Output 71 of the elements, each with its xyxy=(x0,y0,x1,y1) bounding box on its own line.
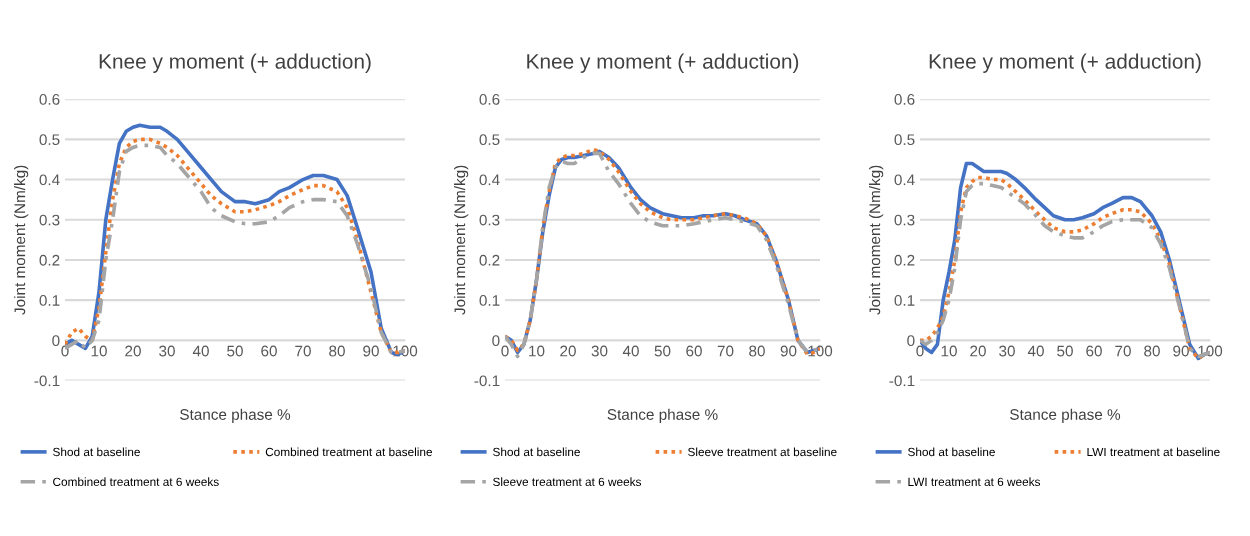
legend-label: Sleeve treatment at baseline xyxy=(688,447,837,457)
y-tick-label: 0.3 xyxy=(39,214,60,226)
y-tick-label: 0.5 xyxy=(894,134,915,146)
x-tick-label: 30 xyxy=(591,345,608,357)
y-tick-label: -0.1 xyxy=(889,375,915,387)
legend-label: Combined treatment at 6 weeks xyxy=(53,477,219,487)
x-tick-label: 30 xyxy=(159,345,175,357)
y-tick-label: 0.6 xyxy=(894,94,915,105)
y-tick-label: 0.1 xyxy=(39,295,60,306)
chart-title: Knee y moment (+ adduction) xyxy=(99,53,371,73)
x-tick-label: 90 xyxy=(780,345,797,357)
y-tick-label: 0.4 xyxy=(39,174,60,186)
legend-label: Combined treatment at baseline xyxy=(265,447,433,457)
x-tick-label: 90 xyxy=(1173,345,1189,357)
x-tick-label: 60 xyxy=(261,345,277,357)
x-tick-label: 80 xyxy=(329,345,345,357)
x-tick-label: 10 xyxy=(529,345,545,357)
x-tick-label: 40 xyxy=(1027,345,1044,357)
x-tick-label: 40 xyxy=(622,345,639,357)
y-axis-title: Joint moment (Nm/kg) xyxy=(454,165,469,315)
y-tick-label: 0.5 xyxy=(39,134,60,146)
y-tick-label: 0.6 xyxy=(39,94,60,105)
x-tick-label: 60 xyxy=(1086,345,1102,357)
x-tick-label: 20 xyxy=(560,345,576,357)
y-tick-label: 0 xyxy=(907,335,915,347)
y-tick-label: 0.2 xyxy=(894,254,915,266)
y-tick-label: 0 xyxy=(52,335,60,347)
x-tick-label: 0 xyxy=(501,345,509,357)
x-tick-label: 60 xyxy=(686,345,702,357)
x-axis-title: Stance phase % xyxy=(1010,408,1121,423)
y-tick-label: 0.1 xyxy=(479,295,500,306)
x-tick-label: 40 xyxy=(192,345,209,357)
x-tick-label: 70 xyxy=(1115,345,1131,357)
y-tick-label: -0.1 xyxy=(34,375,60,387)
x-tick-label: 80 xyxy=(749,345,765,357)
x-tick-label: 10 xyxy=(941,345,957,357)
x-tick-label: 50 xyxy=(227,345,243,357)
legend-label: Shod at baseline xyxy=(908,447,995,457)
x-tick-label: 20 xyxy=(970,345,986,357)
legend-label: Shod at baseline xyxy=(493,447,580,457)
legend-label: LWI treatment at baseline xyxy=(1087,447,1220,457)
x-tick-label: 70 xyxy=(295,345,311,357)
x-tick-label: 30 xyxy=(999,345,1015,357)
chart-title: Knee y moment (+ adduction) xyxy=(929,53,1201,73)
legend-label: Sleeve treatment at 6 weeks xyxy=(493,477,642,487)
y-tick-label: 0 xyxy=(492,335,500,347)
y-tick-label: 0.2 xyxy=(39,254,60,266)
y-tick-label: 0.3 xyxy=(894,214,915,226)
y-tick-label: 0.4 xyxy=(894,174,915,186)
y-tick-label: 0.4 xyxy=(479,174,500,186)
x-tick-label: 90 xyxy=(363,345,379,357)
y-axis-title: Joint moment (Nm/kg) xyxy=(869,165,884,315)
x-tick-label: 70 xyxy=(717,345,734,357)
x-tick-label: 20 xyxy=(125,345,141,357)
x-axis-title: Stance phase % xyxy=(607,408,718,423)
y-tick-label: 0.3 xyxy=(479,214,500,226)
y-tick-label: 0.2 xyxy=(479,254,500,266)
chart-title: Knee y moment (+ adduction) xyxy=(527,53,799,73)
x-tick-label: 10 xyxy=(91,345,107,357)
x-axis-title: Stance phase % xyxy=(180,408,291,423)
x-tick-label: 80 xyxy=(1144,345,1160,357)
x-tick-label: 0 xyxy=(916,345,924,357)
y-tick-label: -0.1 xyxy=(474,375,500,387)
y-tick-label: 0.6 xyxy=(479,94,500,105)
legend-label: LWI treatment at 6 weeks xyxy=(908,477,1041,487)
x-tick-label: 50 xyxy=(654,345,671,357)
x-tick-label: 50 xyxy=(1057,345,1073,357)
y-axis-title: Joint moment (Nm/kg) xyxy=(14,165,29,315)
y-tick-label: 0.5 xyxy=(479,134,500,146)
y-tick-label: 0.1 xyxy=(894,295,915,306)
legend-label: Shod at baseline xyxy=(53,447,140,457)
